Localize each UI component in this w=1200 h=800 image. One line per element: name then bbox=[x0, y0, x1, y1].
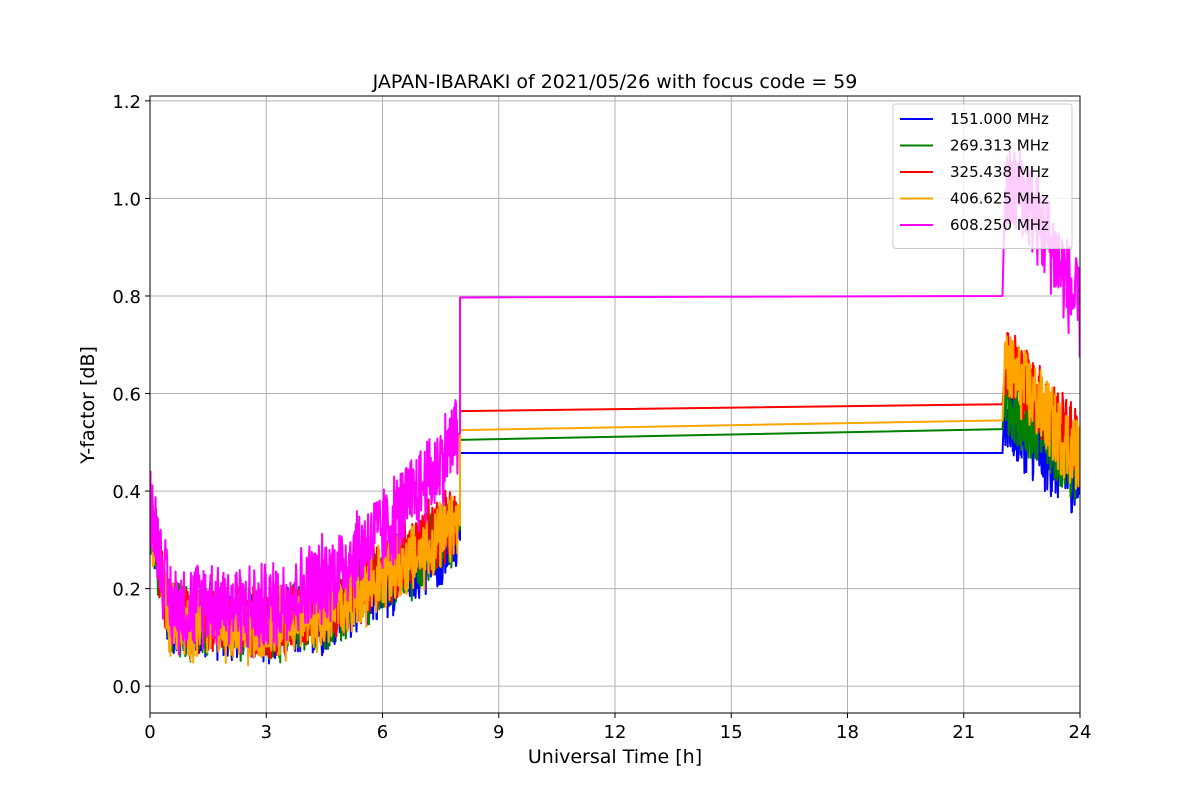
y-axis-label: Y-factor [dB] bbox=[77, 346, 99, 465]
x-tick-label: 9 bbox=[493, 722, 504, 743]
legend: 151.000 MHz 269.313 MHz 325.438 MHz 406.625… bbox=[892, 103, 1073, 249]
x-tick-label: 6 bbox=[377, 722, 388, 743]
x-axis-label: Universal Time [h] bbox=[528, 746, 702, 768]
legend-box bbox=[892, 103, 1073, 249]
x-tick-label: 0 bbox=[144, 722, 155, 743]
x-tick-label: 21 bbox=[952, 722, 975, 743]
plot-area: 0 3 6 9 12 15 18 21 24 0.0 0.2 0.4 0.6 0.8 1.0 1.2 bbox=[112, 92, 1091, 743]
x-tick-label: 15 bbox=[720, 722, 743, 743]
legend-label: 608.250 MHz bbox=[950, 216, 1049, 234]
y-tick-label: 0.4 bbox=[112, 482, 141, 503]
y-tick-label: 0.0 bbox=[112, 677, 141, 698]
y-tick-label: 0.2 bbox=[112, 580, 141, 601]
legend-label: 406.625 MHz bbox=[950, 190, 1049, 208]
legend-label: 325.438 MHz bbox=[950, 163, 1049, 181]
y-tick-label: 0.8 bbox=[112, 287, 141, 308]
legend-label: 269.313 MHz bbox=[950, 137, 1049, 155]
x-tick-label: 12 bbox=[604, 722, 627, 743]
legend-label: 151.000 MHz bbox=[950, 110, 1049, 128]
x-tick-label: 3 bbox=[261, 722, 272, 743]
chart-title: JAPAN-IBARAKI of 2021/05/26 with focus c… bbox=[372, 71, 858, 93]
y-tick-label: 1.0 bbox=[112, 189, 141, 210]
y-tick-label: 0.6 bbox=[112, 385, 141, 406]
x-tick-label: 24 bbox=[1069, 722, 1092, 743]
y-tick-label: 1.2 bbox=[112, 92, 141, 113]
x-tick-label: 18 bbox=[836, 722, 859, 743]
